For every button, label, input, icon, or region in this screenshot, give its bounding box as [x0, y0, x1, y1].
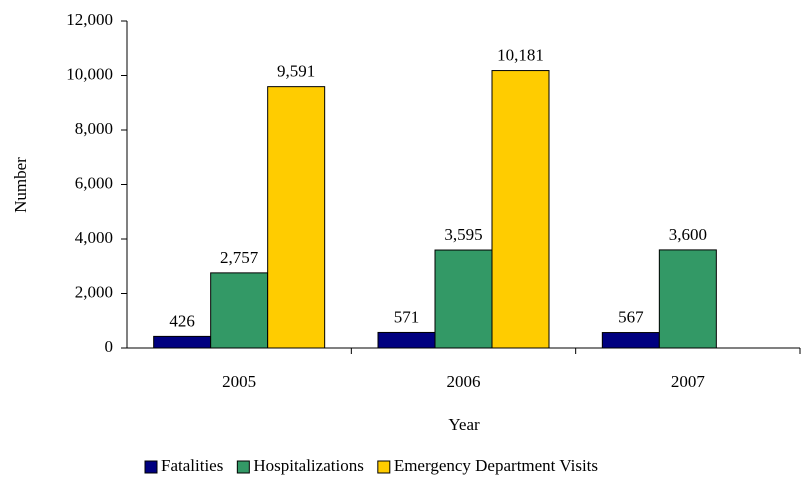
bar — [601, 332, 660, 349]
legend-label: Hospitalizations — [253, 456, 363, 475]
y-tick-label: 0 — [105, 337, 114, 356]
y-tick-label: 10,000 — [66, 64, 113, 83]
value-label: 3,600 — [669, 225, 707, 244]
value-label: 571 — [394, 307, 420, 326]
bar — [491, 70, 550, 349]
x-tick-label: 2005 — [222, 372, 256, 391]
legend-label: Emergency Department Visits — [394, 456, 598, 475]
x-axis-title: Year — [448, 415, 480, 434]
y-tick-label: 2,000 — [75, 282, 113, 301]
y-tick-label: 12,000 — [66, 10, 113, 29]
legend-swatch — [144, 460, 158, 474]
legend-swatch — [236, 460, 250, 474]
value-label: 3,595 — [444, 225, 482, 244]
y-tick-label: 6,000 — [75, 173, 113, 192]
y-axis-title: Number — [11, 157, 30, 213]
bar — [658, 249, 717, 349]
value-label: 426 — [169, 311, 195, 330]
legend-swatch — [377, 460, 391, 474]
y-tick-label: 8,000 — [75, 119, 113, 138]
bar — [434, 249, 493, 349]
bar — [153, 335, 212, 349]
x-tick-label: 2006 — [447, 372, 481, 391]
value-label: 9,591 — [277, 62, 315, 81]
bar — [267, 86, 326, 349]
value-label: 567 — [618, 307, 644, 326]
value-label: 10,181 — [497, 45, 544, 64]
value-label: 2,757 — [220, 248, 259, 267]
x-tick-label: 2007 — [671, 372, 706, 391]
y-tick-label: 4,000 — [75, 228, 113, 247]
legend-label: Fatalities — [161, 456, 223, 475]
bar — [210, 272, 269, 349]
bar — [377, 331, 436, 349]
